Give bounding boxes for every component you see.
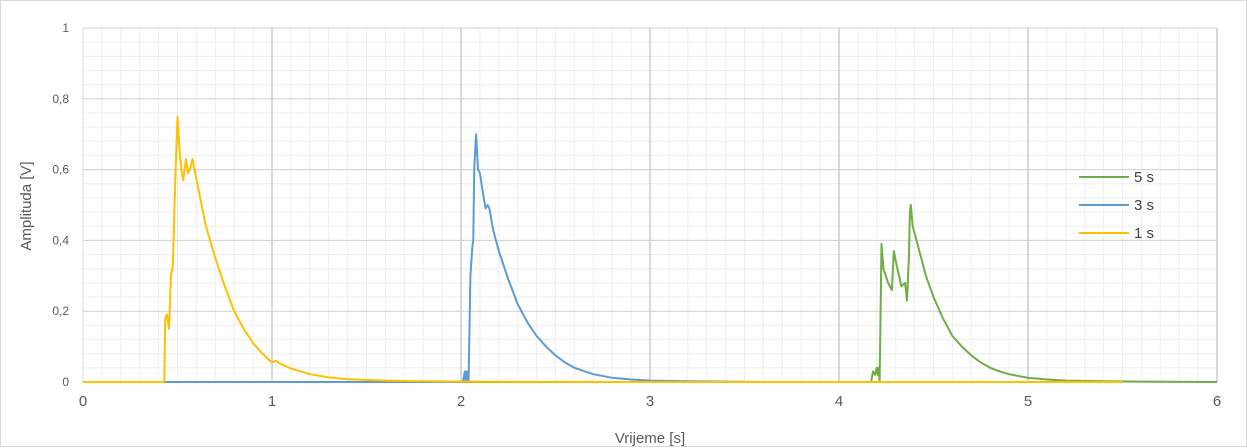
x-tick-label: 1 (268, 393, 276, 410)
series-line-5s (83, 204, 1218, 383)
x-tick-label: 2 (457, 393, 465, 410)
y-tick-label: 0 (62, 375, 69, 389)
y-tick-label: 0,4 (52, 233, 69, 247)
x-axis-title: Vrijeme [s] (615, 430, 685, 447)
series-line-1s (83, 115, 1123, 383)
legend-label: 5 s (1134, 169, 1154, 186)
legend-label: 1 s (1134, 225, 1154, 242)
x-tick-label: 0 (79, 393, 87, 410)
series-line-3s (83, 133, 764, 383)
y-tick-label: 1 (62, 21, 69, 35)
y-axis-title: Amplituda [V] (18, 161, 35, 250)
x-tick-label: 5 (1024, 393, 1032, 410)
x-tick-label: 4 (835, 393, 843, 410)
x-tick-label: 3 (646, 393, 654, 410)
legend-label: 3 s (1134, 197, 1154, 214)
y-tick-label: 0,6 (52, 163, 69, 177)
y-tick-label: 0,2 (52, 304, 69, 318)
x-tick-label: 6 (1213, 393, 1221, 410)
y-tick-label: 0,8 (52, 92, 69, 106)
